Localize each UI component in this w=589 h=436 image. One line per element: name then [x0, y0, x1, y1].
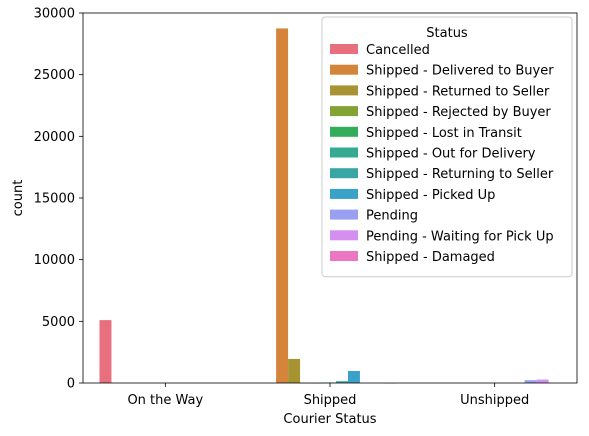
legend-label: Shipped - Out for Delivery	[366, 147, 536, 162]
legend-label: Shipped - Lost in Transit	[366, 126, 522, 141]
legend-swatch	[330, 209, 358, 220]
x-tick-label: Shipped	[304, 393, 357, 408]
y-tick-label: 0	[67, 377, 75, 392]
y-tick-label: 25000	[34, 68, 75, 83]
bar	[335, 381, 348, 383]
legend-label: Shipped - Damaged	[366, 250, 495, 265]
legend-label: Shipped - Delivered to Buyer	[366, 64, 554, 79]
y-tick-label: 20000	[34, 130, 75, 145]
legend-label: Pending	[366, 209, 418, 224]
legend-swatch	[330, 251, 358, 261]
legend-label: Shipped - Picked Up	[366, 188, 495, 203]
legend-swatch	[330, 85, 358, 96]
legend: Status Cancelled Shipped - Delivered to Bu…	[321, 16, 573, 278]
bar	[288, 358, 301, 383]
x-tick-label: On the Way	[127, 393, 203, 408]
legend-label: Shipped - Returning to Seller	[366, 167, 554, 182]
x-tick-label: Unshipped	[460, 393, 529, 408]
y-tick-label: 15000	[34, 192, 75, 207]
legend-label: Shipped - Rejected by Buyer	[366, 105, 551, 120]
bar	[524, 380, 537, 383]
bar	[347, 370, 360, 383]
x-axis-label: Courier Status	[283, 412, 376, 427]
legend-swatch	[330, 168, 358, 179]
legend-title: Status	[426, 26, 468, 41]
legend-swatch	[330, 64, 358, 75]
legend-box	[321, 16, 573, 278]
bar	[276, 28, 289, 383]
legend-label: Shipped - Returned to Seller	[366, 84, 550, 99]
y-axis-ticks: 0 5000 10000 15000 20000 25000 30000	[34, 7, 83, 392]
x-axis-ticks: On the Way Shipped Unshipped	[127, 383, 529, 408]
legend-swatch	[330, 188, 358, 199]
legend-label: Pending - Waiting for Pick Up	[366, 229, 554, 244]
y-axis-label: count	[11, 180, 26, 217]
legend-swatch	[330, 147, 358, 158]
legend-label: Cancelled	[366, 43, 430, 58]
legend-swatch	[330, 44, 358, 54]
legend-swatch	[330, 106, 358, 117]
legend-swatch	[330, 126, 358, 137]
bar	[536, 379, 549, 383]
bar	[99, 320, 112, 383]
y-tick-label: 10000	[34, 253, 75, 268]
y-tick-label: 5000	[42, 315, 75, 330]
legend-swatch	[330, 230, 358, 241]
y-tick-label: 30000	[34, 7, 75, 22]
